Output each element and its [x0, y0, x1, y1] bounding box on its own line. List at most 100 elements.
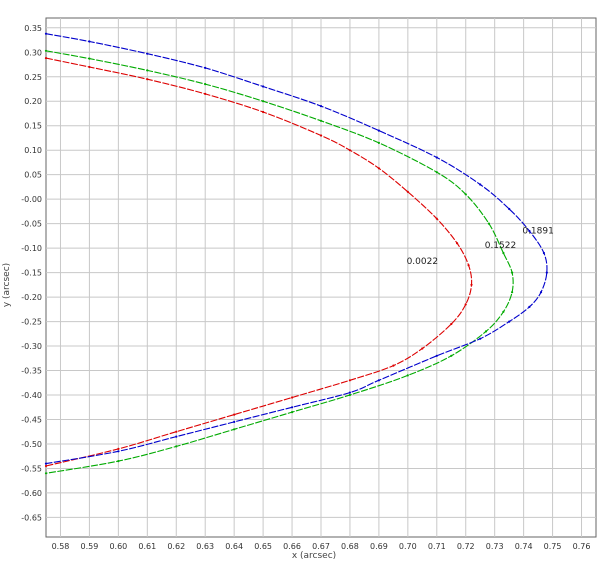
- y-tick-label: 0.15: [24, 122, 42, 131]
- series-point: [435, 156, 438, 159]
- series-point: [435, 171, 438, 174]
- series-point: [508, 207, 511, 211]
- series-point: [377, 141, 380, 144]
- x-tick-labels: 0.58 0.59 0.60 0.61 0.62 0.63 0.64 0.65 0.66 0.67…: [52, 542, 591, 551]
- x-tick-label: 0.74: [515, 542, 533, 551]
- series-point: [435, 354, 438, 357]
- y-tick-label: -0.65: [21, 513, 42, 522]
- series-point: [233, 420, 236, 423]
- series-point: [204, 83, 207, 86]
- series-curves: [44, 32, 548, 475]
- series-point: [479, 337, 482, 340]
- series-point: [319, 119, 323, 122]
- x-tick-label: 0.71: [428, 542, 446, 551]
- series-point: [44, 462, 48, 465]
- x-gridlines: [59, 18, 583, 537]
- series-point: [528, 229, 531, 233]
- series-point: [44, 32, 48, 35]
- series-point: [117, 460, 120, 463]
- y-tick-labels: 0.35 0.30 0.25 0.20 0.15 0.10 0.05 -0.00 -0.05 -0…: [21, 24, 42, 523]
- series-point: [319, 105, 323, 108]
- series-point: [406, 190, 409, 193]
- series-point: [542, 251, 546, 255]
- series-point: [348, 379, 351, 382]
- series-point: [117, 447, 120, 450]
- x-tick-label: 0.69: [370, 542, 388, 551]
- series-point: [377, 379, 380, 382]
- x-tick-label: 0.62: [167, 542, 185, 551]
- y-tick-label: 0.25: [24, 73, 42, 82]
- series-point: [464, 303, 467, 306]
- series-point: [175, 435, 178, 438]
- series-point: [88, 65, 91, 69]
- series-point: [484, 330, 488, 333]
- y-tick-label: -0.35: [21, 367, 42, 376]
- y-axis-title: y (arcsec): [2, 263, 12, 307]
- series-point: [545, 271, 548, 274]
- series-point: [319, 134, 323, 137]
- series-point: [450, 322, 453, 326]
- x-tick-label: 0.75: [544, 542, 562, 551]
- y-tick-label: -0.30: [21, 342, 42, 351]
- curve-label: 0.0022: [407, 257, 439, 267]
- series-point: [510, 271, 514, 274]
- series-point: [44, 472, 48, 475]
- series-point: [262, 110, 265, 114]
- y-tick-label: -0.25: [21, 318, 42, 327]
- y-tick-label: -0.20: [21, 293, 42, 302]
- x-tick-label: 0.70: [399, 542, 417, 551]
- x-tick-label: 0.66: [283, 542, 301, 551]
- series-point: [406, 374, 409, 377]
- y-tick-label: -0.10: [21, 244, 42, 253]
- series-point: [44, 464, 48, 468]
- series-point: [467, 264, 470, 267]
- series-point: [262, 85, 265, 88]
- series-point: [262, 100, 265, 103]
- series-point: [502, 251, 505, 255]
- x-tick-label: 0.67: [312, 542, 330, 551]
- series-point: [502, 310, 505, 313]
- series-point: [117, 450, 120, 453]
- series-point: [88, 57, 91, 60]
- series-point: [377, 167, 380, 170]
- series-point: [88, 40, 91, 43]
- series-point: [539, 291, 543, 294]
- x-tick-label: 0.68: [341, 542, 359, 551]
- x-tick-label: 0.63: [196, 542, 214, 551]
- series-point: [146, 78, 149, 81]
- series-point: [348, 149, 351, 152]
- series-point: [377, 129, 380, 132]
- series-point: [146, 69, 149, 72]
- y-tick-label: -0.60: [21, 489, 42, 498]
- series-point: [146, 52, 149, 55]
- y-tick-label: -0.50: [21, 440, 42, 449]
- x-tick-label: 0.60: [109, 542, 127, 551]
- series-point: [291, 406, 294, 409]
- series-point: [175, 430, 178, 433]
- y-tick-label: 0.35: [24, 24, 42, 33]
- series-point: [44, 49, 48, 52]
- series-point: [456, 242, 459, 245]
- series-point: [204, 92, 207, 95]
- x-axis-title: x (arcsec): [292, 551, 336, 561]
- series-point: [464, 193, 467, 196]
- series-point: [450, 354, 453, 357]
- series-point: [233, 413, 236, 416]
- series-point: [479, 183, 482, 186]
- series-point: [348, 393, 351, 397]
- y-tick-label: 0.05: [24, 171, 42, 180]
- series-line-0.1891: [45, 33, 548, 465]
- series-point: [435, 217, 438, 220]
- series-point: [175, 445, 178, 448]
- y-tick-label: -0.45: [21, 415, 42, 424]
- x-tick-label: 0.61: [138, 542, 156, 551]
- y-tick-label: -0.15: [21, 269, 42, 278]
- series-point: [508, 320, 511, 323]
- x-tick-label: 0.64: [225, 542, 243, 551]
- x-tick-label: 0.73: [486, 542, 504, 551]
- series-point: [348, 391, 351, 394]
- curve-labels: 0.0022 0.1522 0.1891: [407, 226, 554, 266]
- x-tick-label: 0.59: [81, 542, 99, 551]
- x-tick-label: 0.72: [457, 542, 475, 551]
